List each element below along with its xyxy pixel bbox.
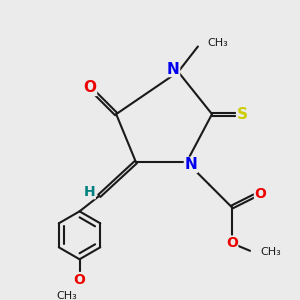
Text: S: S: [237, 106, 248, 122]
Text: CH₃: CH₃: [260, 247, 281, 257]
Text: O: O: [74, 273, 86, 286]
Text: H: H: [84, 184, 95, 199]
Text: N: N: [167, 61, 179, 76]
Text: CH₃: CH₃: [208, 38, 229, 48]
Text: O: O: [83, 80, 97, 95]
Text: O: O: [226, 236, 238, 250]
Text: O: O: [254, 188, 266, 201]
Text: CH₃: CH₃: [56, 291, 77, 300]
Text: N: N: [184, 157, 197, 172]
